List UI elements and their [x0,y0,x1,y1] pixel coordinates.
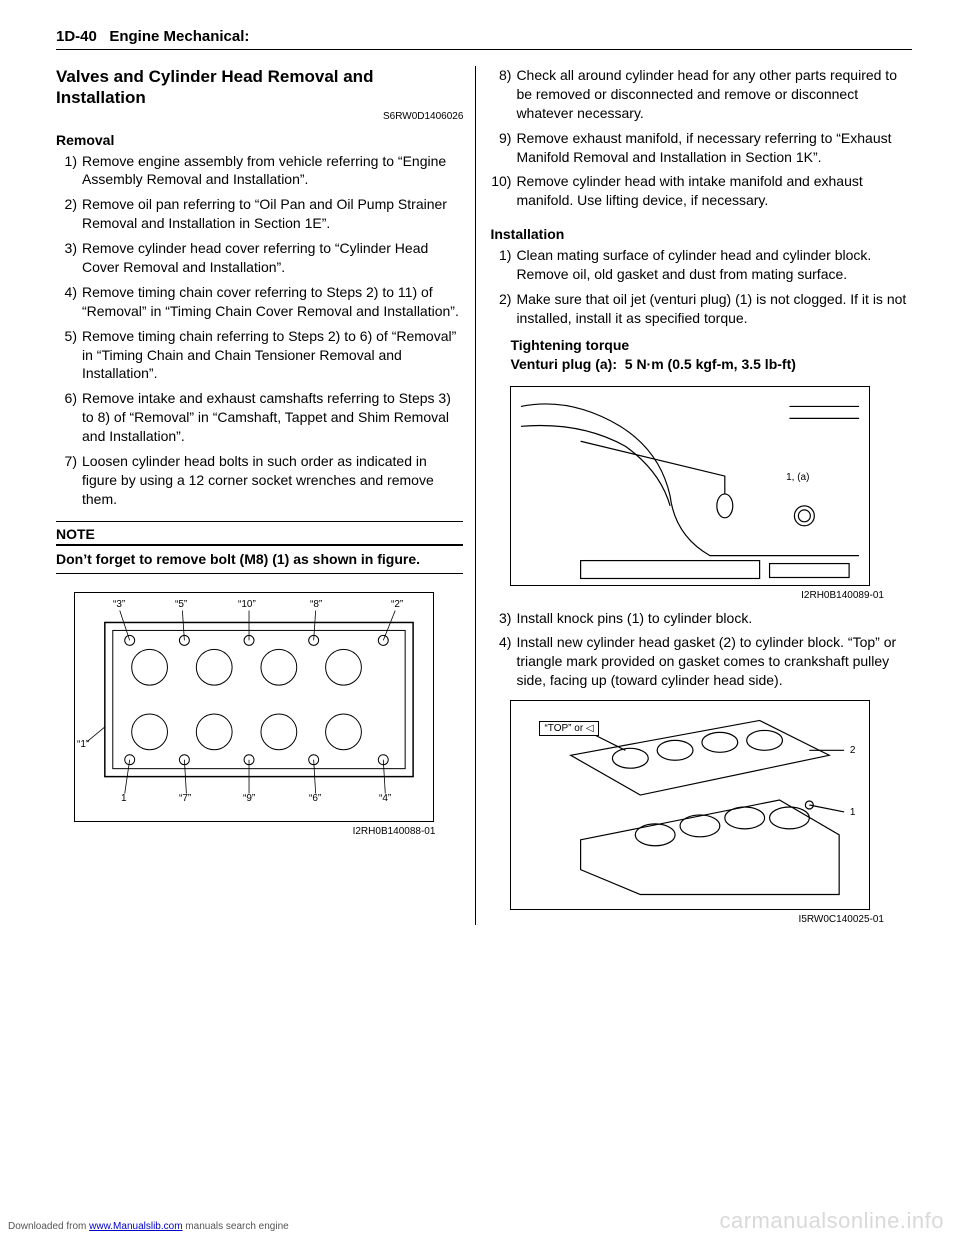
figure-label: “TOP” or ◁ [539,721,598,736]
removal-step: 10)Remove cylinder head with intake mani… [490,172,912,210]
torque-spec: Tightening torque Venturi plug (a): 5 N·… [510,336,912,374]
note-label: NOTE [56,526,463,542]
figure-caption: I2RH0B140089-01 [490,590,884,601]
removal-step: 1)Remove engine assembly from vehicle re… [56,152,463,190]
reference-code: S6RW0D1406026 [56,111,463,122]
figure-label: 2 [850,745,856,756]
removal-step: 3)Remove cylinder head cover referring t… [56,239,463,277]
figure-label: “3” [113,599,125,610]
removal-step: 2)Remove oil pan referring to “Oil Pan a… [56,195,463,233]
footer-link[interactable]: www.Manualslib.com [89,1221,182,1232]
removal-step: 5)Remove timing chain referring to Steps… [56,327,463,384]
installation-heading: Installation [490,226,912,242]
page-header: 1D-40 Engine Mechanical: [56,28,912,50]
footer-source: Downloaded from www.Manualslib.com manua… [8,1221,289,1232]
section-title: Valves and Cylinder Head Removal and Ins… [56,66,463,109]
figure-label: “10” [238,599,256,610]
figure-caption: I2RH0B140088-01 [56,826,435,837]
figure-label: 1, (a) [786,472,809,483]
figure-label: 1 [121,793,127,804]
figure-label: “5” [175,599,187,610]
figure-venturi-plug: 1, (a) [510,386,870,586]
removal-heading: Removal [56,132,463,148]
note-body: Don’t forget to remove bolt (M8) (1) as … [56,550,463,569]
figure-label: “6” [309,793,321,804]
figure-label: “8” [310,599,322,610]
figure-head-gasket: “TOP” or ◁ 2 1 [510,700,870,910]
removal-step: 6)Remove intake and exhaust camshafts re… [56,389,463,446]
removal-step: 8)Check all around cylinder head for any… [490,66,912,123]
figure-label: “9” [243,793,255,804]
install-step: 2)Make sure that oil jet (venturi plug) … [490,290,912,328]
left-column: Valves and Cylinder Head Removal and Ins… [56,66,475,925]
figure-label: “2” [391,599,403,610]
install-step: 3)Install knock pins (1) to cylinder blo… [490,609,912,628]
figure-caption: I5RW0C140025-01 [490,914,884,925]
footer-watermark: carmanualsonline.info [719,1208,944,1234]
figure-bolt-sequence: “3” “5” “10” “8” “2” 1 “7” “9” “6” “4” “… [74,592,434,822]
right-column: 8)Check all around cylinder head for any… [475,66,912,925]
removal-step: 9)Remove exhaust manifold, if necessary … [490,129,912,167]
figure-label: “7” [179,793,191,804]
install-step: 1)Clean mating surface of cylinder head … [490,246,912,284]
install-step: 4)Install new cylinder head gasket (2) t… [490,633,912,690]
removal-step: 4)Remove timing chain cover referring to… [56,283,463,321]
removal-step: 7)Loosen cylinder head bolts in such ord… [56,452,463,509]
figure-label: “1” [77,739,89,750]
figure-label: 1 [850,807,856,818]
figure-label: “4” [379,793,391,804]
